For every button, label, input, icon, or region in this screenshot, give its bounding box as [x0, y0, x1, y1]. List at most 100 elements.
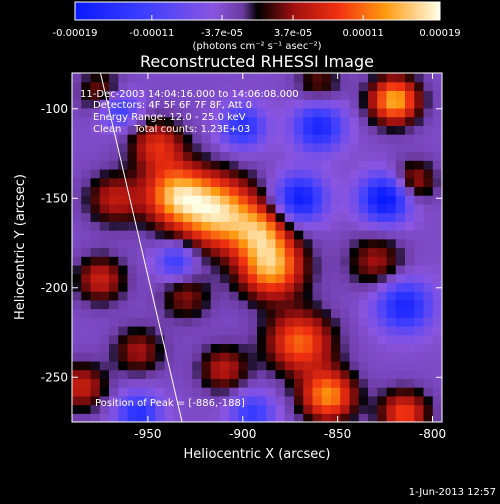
heatmap-cell [109, 73, 119, 83]
heatmap-cell [275, 413, 286, 422]
heatmap-cell [321, 317, 332, 327]
heatmap-cell [423, 317, 434, 327]
heatmap-cell [331, 360, 341, 371]
heatmap-cell [146, 186, 156, 196]
heatmap-cell [321, 195, 332, 205]
heatmap-cell [368, 317, 378, 327]
heatmap-cell [266, 116, 277, 126]
heatmap-cell [183, 203, 193, 214]
heatmap-cell [238, 238, 249, 249]
heatmap-cell [99, 186, 110, 196]
heatmap-cell [118, 273, 129, 283]
heatmap-cell [321, 334, 332, 345]
heatmap-cell [118, 142, 129, 153]
heatmap-cell [183, 90, 193, 100]
heatmap-cell [294, 369, 304, 379]
heatmap-cell [183, 343, 193, 353]
heatmap-cell [164, 81, 175, 92]
heatmap-cell [247, 203, 258, 214]
heatmap-cell [238, 256, 249, 266]
heatmap-cell [81, 264, 92, 275]
heatmap-cell [90, 107, 101, 118]
heatmap-cell [349, 334, 360, 345]
heatmap-cell [275, 125, 286, 135]
heatmap-cell [405, 256, 415, 266]
heatmap-cell [266, 247, 277, 257]
heatmap-cell [275, 221, 286, 231]
heatmap-cell [201, 73, 212, 83]
heatmap-cell [229, 195, 240, 205]
heatmap-cell [81, 291, 92, 301]
heatmap-cell [340, 90, 351, 100]
heatmap-cell [164, 360, 175, 371]
heatmap-cell [368, 73, 378, 83]
heatmap-cell [164, 230, 175, 240]
heatmap-cell [238, 151, 249, 161]
heatmap-cell [127, 125, 138, 135]
heatmap-cell [247, 160, 258, 170]
heatmap-cell [155, 352, 166, 362]
heatmap-cell [127, 116, 138, 126]
heatmap-cell [220, 326, 230, 336]
heatmap-cell [294, 230, 304, 240]
heatmap-cell [210, 282, 221, 292]
heatmap-cell [395, 212, 406, 222]
heatmap-cell [377, 203, 388, 214]
heatmap-cell [284, 107, 295, 118]
heatmap-cell [284, 343, 295, 353]
heatmap-cell [257, 352, 267, 362]
heatmap-cell [349, 308, 360, 318]
heatmap-cell [377, 282, 388, 292]
heatmap-cell [275, 369, 286, 379]
heatmap-cell [192, 99, 203, 109]
heatmap-cell [358, 378, 369, 388]
heatmap-cell [340, 151, 351, 161]
heatmap-cell [192, 282, 203, 292]
heatmap-cell [423, 369, 434, 379]
heatmap-cell [136, 291, 147, 301]
heatmap-cell [155, 160, 166, 170]
heatmap-cell [109, 326, 119, 336]
heatmap-cell [275, 99, 286, 109]
heatmap-cell [386, 177, 397, 188]
heatmap-cell [99, 238, 110, 249]
heatmap-cell [220, 395, 230, 406]
heatmap-cell [247, 142, 258, 153]
heatmap-cell [201, 142, 212, 153]
heatmap-cell [238, 90, 249, 100]
heatmap-cell [81, 203, 92, 214]
heatmap-cell [118, 168, 129, 179]
heatmap-cell [312, 413, 323, 422]
heatmap-cell [414, 378, 425, 388]
heatmap-cell [414, 151, 425, 161]
heatmap-cell [155, 186, 166, 196]
heatmap-cell [201, 160, 212, 170]
heatmap-cell [201, 186, 212, 196]
heatmap-cell [368, 395, 378, 406]
heatmap-cell [127, 308, 138, 318]
heatmap-cell [303, 151, 314, 161]
heatmap-cell [210, 404, 221, 414]
heatmap-cell [173, 317, 184, 327]
heatmap-cell [220, 264, 230, 275]
heatmap-cell [414, 343, 425, 353]
heatmap-cell [155, 142, 166, 153]
heatmap-cell [257, 116, 267, 126]
heatmap-cell [136, 177, 147, 188]
heatmap-cell [201, 212, 212, 222]
heatmap-cell [99, 116, 110, 126]
heatmap-cell [136, 90, 147, 100]
heatmap-cell [247, 299, 258, 310]
heatmap-cell [358, 142, 369, 153]
heatmap-cell [386, 99, 397, 109]
heatmap-cell [118, 299, 129, 310]
heatmap-cell [294, 212, 304, 222]
heatmap-cell [210, 203, 221, 214]
heatmap-cell [238, 230, 249, 240]
heatmap-cell [377, 413, 388, 422]
heatmap-cell [377, 238, 388, 249]
heatmap-cell [146, 352, 156, 362]
heatmap-cell [312, 326, 323, 336]
heatmap-cell [294, 387, 304, 397]
heatmap-cell [405, 99, 415, 109]
